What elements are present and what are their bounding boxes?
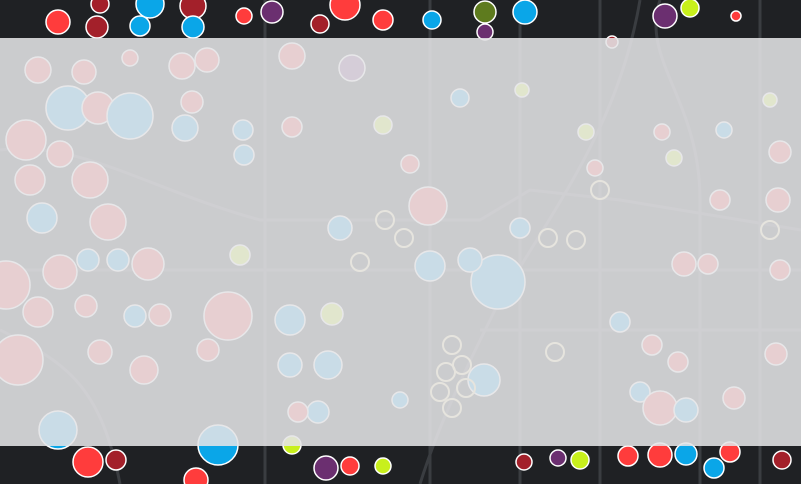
- map-marker-red[interactable]: [235, 7, 253, 25]
- map-marker-red[interactable]: [617, 445, 639, 467]
- map-marker-dark-red[interactable]: [105, 449, 127, 471]
- map-marker-purple[interactable]: [549, 449, 567, 467]
- map-marker-olive[interactable]: [473, 0, 497, 24]
- map-marker-dark-red[interactable]: [90, 0, 110, 14]
- map-marker-red[interactable]: [72, 446, 104, 478]
- map-marker-purple[interactable]: [313, 455, 339, 481]
- map-marker-lime[interactable]: [374, 457, 392, 475]
- map-marker-red[interactable]: [647, 442, 673, 468]
- map-marker-blue[interactable]: [129, 15, 151, 37]
- map-marker-lime[interactable]: [570, 450, 590, 470]
- map-marker-blue[interactable]: [135, 0, 165, 19]
- map-marker-blue[interactable]: [181, 15, 205, 39]
- map-marker-red[interactable]: [372, 9, 394, 31]
- map-marker-red[interactable]: [45, 9, 71, 35]
- map-marker-dark-red[interactable]: [515, 453, 533, 471]
- map-marker-red[interactable]: [183, 467, 209, 484]
- map-marker-dark-red[interactable]: [772, 450, 792, 470]
- map-marker-purple[interactable]: [652, 3, 678, 29]
- map-marker-blue[interactable]: [422, 10, 442, 30]
- map-marker-lime[interactable]: [680, 0, 700, 18]
- map-marker-purple[interactable]: [260, 0, 284, 24]
- map-marker-blue[interactable]: [674, 442, 698, 466]
- map-marker-red[interactable]: [730, 10, 742, 22]
- map-marker-red[interactable]: [340, 456, 360, 476]
- map-marker-dark-red[interactable]: [85, 15, 109, 39]
- map-marker-blue[interactable]: [703, 457, 725, 479]
- map-overlay-panel: [0, 38, 801, 446]
- map-marker-blue[interactable]: [512, 0, 538, 25]
- map-marker-dark-red[interactable]: [310, 14, 330, 34]
- map-marker-red[interactable]: [329, 0, 361, 21]
